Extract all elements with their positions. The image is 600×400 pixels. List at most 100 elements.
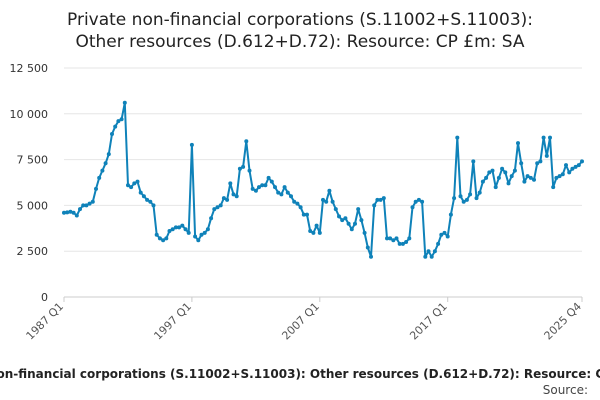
data-point[interactable] xyxy=(298,205,303,210)
data-point[interactable] xyxy=(234,194,239,199)
data-point[interactable] xyxy=(493,185,498,190)
data-point[interactable] xyxy=(340,218,345,223)
data-point[interactable] xyxy=(225,197,230,202)
data-point[interactable] xyxy=(506,181,511,186)
data-point[interactable] xyxy=(215,205,220,210)
data-point[interactable] xyxy=(333,207,338,212)
data-point[interactable] xyxy=(448,212,453,217)
data-point[interactable] xyxy=(426,249,431,254)
data-point[interactable] xyxy=(375,197,380,202)
data-point[interactable] xyxy=(273,185,277,190)
data-point[interactable] xyxy=(324,199,329,204)
data-point[interactable] xyxy=(439,232,444,237)
data-point[interactable] xyxy=(516,141,520,146)
data-point[interactable] xyxy=(580,159,584,164)
data-point[interactable] xyxy=(90,199,95,204)
data-point[interactable] xyxy=(525,174,530,179)
data-point[interactable] xyxy=(372,203,377,208)
data-point[interactable] xyxy=(477,190,482,195)
data-point[interactable] xyxy=(81,203,86,208)
data-point[interactable] xyxy=(263,183,268,188)
data-point[interactable] xyxy=(308,229,313,233)
data-point[interactable] xyxy=(432,249,437,254)
data-point[interactable] xyxy=(164,236,169,241)
data-point[interactable] xyxy=(110,132,114,136)
data-point[interactable] xyxy=(241,164,246,169)
data-point[interactable] xyxy=(74,213,79,218)
data-point[interactable] xyxy=(356,207,361,212)
data-point[interactable] xyxy=(420,199,425,204)
data-point[interactable] xyxy=(257,185,261,190)
data-point[interactable] xyxy=(407,236,412,241)
data-point[interactable] xyxy=(452,196,457,201)
data-point[interactable] xyxy=(560,172,565,177)
data-point[interactable] xyxy=(554,175,559,180)
data-point[interactable] xyxy=(346,221,351,226)
data-point[interactable] xyxy=(576,163,581,168)
data-point[interactable] xyxy=(170,227,175,232)
data-point[interactable] xyxy=(167,229,172,233)
data-point[interactable] xyxy=(503,170,508,175)
data-point[interactable] xyxy=(253,188,258,193)
data-point[interactable] xyxy=(404,240,409,244)
data-point[interactable] xyxy=(221,196,226,201)
data-point[interactable] xyxy=(544,153,549,158)
data-point[interactable] xyxy=(570,166,575,171)
data-point[interactable] xyxy=(538,159,543,164)
data-point[interactable] xyxy=(305,212,309,217)
data-point[interactable] xyxy=(410,205,415,210)
data-point[interactable] xyxy=(464,197,469,202)
data-point[interactable] xyxy=(391,238,396,243)
data-point[interactable] xyxy=(353,221,357,226)
data-point[interactable] xyxy=(369,254,373,259)
data-point[interactable] xyxy=(276,190,281,195)
data-point[interactable] xyxy=(186,230,191,235)
data-point[interactable] xyxy=(311,230,316,235)
data-point[interactable] xyxy=(157,236,162,241)
data-point[interactable] xyxy=(87,201,92,206)
data-point[interactable] xyxy=(413,199,418,204)
data-point[interactable] xyxy=(94,186,98,191)
data-point[interactable] xyxy=(97,175,102,180)
data-point[interactable] xyxy=(528,175,533,180)
data-point[interactable] xyxy=(301,212,306,217)
data-point[interactable] xyxy=(567,170,572,175)
data-point[interactable] xyxy=(480,179,485,184)
data-point[interactable] xyxy=(484,175,489,180)
data-point[interactable] xyxy=(193,234,198,239)
data-point[interactable] xyxy=(362,230,367,235)
data-point[interactable] xyxy=(500,166,505,171)
data-point[interactable] xyxy=(541,135,546,140)
data-point[interactable] xyxy=(282,185,287,190)
data-point[interactable] xyxy=(532,177,536,182)
data-point[interactable] xyxy=(129,185,134,190)
data-point[interactable] xyxy=(458,194,463,199)
data-point[interactable] xyxy=(113,124,118,129)
data-point[interactable] xyxy=(471,159,476,164)
data-point[interactable] xyxy=(183,227,188,232)
data-point[interactable] xyxy=(126,183,130,188)
data-point[interactable] xyxy=(337,214,341,219)
data-point[interactable] xyxy=(65,210,70,215)
data-point[interactable] xyxy=(138,190,143,195)
data-point[interactable] xyxy=(548,135,552,140)
data-point[interactable] xyxy=(496,175,501,180)
data-point[interactable] xyxy=(468,192,473,197)
data-point[interactable] xyxy=(423,254,428,259)
data-point[interactable] xyxy=(455,135,460,140)
data-point[interactable] xyxy=(349,227,354,232)
data-point[interactable] xyxy=(442,230,447,235)
data-point[interactable] xyxy=(365,245,370,250)
data-point[interactable] xyxy=(487,170,492,175)
data-point[interactable] xyxy=(173,225,178,230)
data-point[interactable] xyxy=(161,238,166,243)
data-point[interactable] xyxy=(314,223,319,228)
data-point[interactable] xyxy=(461,199,466,204)
data-point[interactable] xyxy=(385,236,389,241)
data-point[interactable] xyxy=(381,196,386,201)
data-point[interactable] xyxy=(429,254,434,259)
data-point[interactable] xyxy=(519,161,524,166)
data-point[interactable] xyxy=(378,197,383,202)
data-point[interactable] xyxy=(535,161,540,166)
data-point[interactable] xyxy=(68,209,73,214)
